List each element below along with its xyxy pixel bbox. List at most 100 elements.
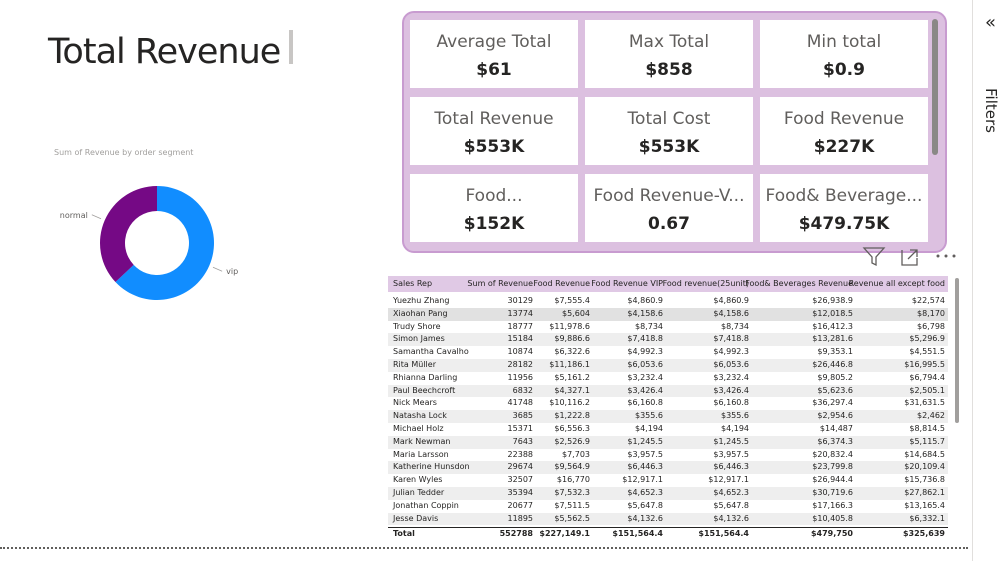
kpi-value: $553K [638, 137, 700, 157]
table-cell: $4,652.3 [713, 488, 749, 497]
collapse-icon[interactable]: « [985, 12, 997, 33]
table-cell: Rita Müller [393, 360, 436, 369]
table-cell: $6,053.6 [713, 360, 749, 369]
table-cell: $4,158.6 [627, 308, 663, 318]
table-cell: Paul Beechcroft [393, 385, 456, 395]
table-cell: $2,505.1 [909, 385, 945, 395]
scrollbar[interactable] [955, 278, 959, 423]
table-cell: $7,555.4 [554, 296, 590, 305]
table-cell: $4,132.6 [627, 513, 663, 523]
table-row: Xiaohan Pang 13774 $5,604 $4,158.6 $4,158.6 $… [388, 307, 948, 321]
table-cell: 3685 [512, 411, 533, 421]
table-row: Julian Tedder 35394 $7,532.3 $4,652.3 $4,652… [388, 487, 948, 500]
filter-icon[interactable] [862, 247, 886, 267]
table-cell: $11,978.6 [549, 321, 590, 331]
kpi-value: $479.75K [798, 214, 890, 234]
table-cell: 30129 [507, 296, 533, 305]
table-cell: $6,794.4 [909, 372, 945, 382]
table-row: Maria Larsson 22388 $7,703 $3,957.5 $3,957.5… [388, 448, 948, 462]
table-cell: $355.6 [721, 411, 749, 421]
kpi-label: Food... [465, 186, 523, 206]
table-cell: $12,917.1 [708, 475, 749, 485]
scrollbar[interactable] [932, 19, 938, 155]
kpi-label: Food& Beverage... [765, 186, 923, 206]
focus-icon[interactable] [901, 249, 918, 266]
table-cell: $14,684.5 [904, 449, 945, 459]
table-cell: $151,564.4 [612, 529, 663, 539]
kpi-value: $61 [476, 60, 512, 80]
table-cell: $8,734 [721, 321, 749, 331]
table-row: Trudy Shore 18777 $11,978.6 $8,734 $8,734 $16… [388, 320, 948, 334]
table-cell: $8,814.5 [909, 424, 945, 433]
table-cell: 29674 [507, 462, 533, 472]
table-cell: $3,957.5 [713, 449, 749, 459]
table-cell: $20,832.4 [812, 449, 853, 459]
table-cell: $5,161.2 [554, 372, 590, 382]
table-cell: $13,281.6 [812, 334, 853, 344]
table-cell: $3,957.5 [627, 449, 663, 459]
table-cell: $4,327.1 [554, 385, 590, 395]
table-cell: $1,245.5 [627, 436, 663, 446]
table-cell: Simon James [393, 334, 445, 344]
kpi-card: Min total $0.9 [760, 20, 928, 88]
table-cell: $36,297.4 [812, 398, 853, 408]
table-cell: Sales Rep [393, 279, 433, 288]
kpi-value: 0.67 [648, 214, 690, 234]
table-cell: $7,418.8 [713, 334, 749, 344]
table-cell: $5,604 [562, 308, 590, 318]
table-cell: $5,562.5 [554, 513, 590, 523]
table-cell: $22,574 [911, 296, 945, 305]
table-cell: $5,623.6 [817, 385, 853, 395]
table-cell: $4,194 [635, 424, 663, 433]
table-cell: Food& Beverages Revenue [745, 279, 853, 288]
category-label: normal [60, 211, 88, 220]
kpi-value: $553K [463, 137, 525, 157]
table-cell: $20,109.4 [904, 462, 945, 472]
table-cell: $5,647.8 [713, 500, 749, 510]
more-options[interactable] [936, 254, 956, 258]
table-cell: $355.6 [635, 411, 663, 421]
table-cell: $4,158.6 [713, 308, 749, 318]
table-cell: $26,938.9 [812, 296, 853, 305]
table-row: Mark Newman 7643 $2,526.9 $1,245.5 $1,245.5 $… [388, 435, 948, 449]
table-cell: $9,564.9 [554, 462, 590, 472]
table-cell: $3,426.4 [713, 385, 749, 395]
table-cell: $12,917.1 [622, 475, 663, 485]
table-cell: $9,886.6 [554, 334, 590, 344]
table-cell: $479,750 [810, 529, 853, 539]
filters-pane-title[interactable]: Filters [982, 88, 999, 133]
table-cell: $6,798 [917, 321, 945, 331]
table-cell: $26,446.8 [812, 360, 853, 369]
table-cell: Total [393, 529, 415, 539]
table-cell: $9,353.1 [817, 347, 853, 357]
leader-line [91, 214, 102, 220]
kpi-label: Total Cost [627, 109, 711, 129]
table-cell: $6,322.6 [554, 347, 590, 357]
table-cell: $3,232.4 [627, 372, 663, 382]
category-label: vip [226, 267, 238, 276]
table-cell: 15184 [507, 334, 533, 344]
table-cell: 13774 [507, 308, 533, 318]
table-cell: $2,462 [917, 411, 945, 421]
kpi-card: Food Revenue $227K [760, 97, 928, 165]
table-cell: Revenue all except food [848, 279, 945, 288]
table-cell: 18777 [507, 321, 533, 331]
table-cell: $31,631.5 [904, 398, 945, 408]
table-row: Samantha Cavalho 10874 $6,322.6 $4,992.3 $4,… [388, 346, 948, 359]
table-cell: $26,944.4 [812, 475, 853, 485]
table-cell: Samantha Cavalho [393, 347, 469, 357]
table-cell: Katherine Hunsdon [393, 462, 470, 472]
donut-chart: Sum of Revenue by order segment vip norma… [54, 148, 238, 300]
table-cell: $10,405.8 [812, 513, 853, 523]
table-cell: $4,132.6 [713, 513, 749, 523]
table-total: Total 552788 $227,149.1 $151,564.4 $151,564.… [388, 527, 948, 541]
kpi-card: Food Revenue-V... 0.67 [585, 174, 753, 242]
table-cell: $6,160.8 [713, 398, 749, 408]
table-cell: $9,805.2 [817, 372, 853, 382]
table-cell: Food Revenue [533, 279, 590, 288]
table-cell: $15,736.8 [904, 475, 945, 485]
table-row: Yuezhu Zhang 30129 $7,555.4 $4,860.9 $4,860.… [388, 295, 948, 308]
table-row: Simon James 15184 $9,886.6 $7,418.8 $7,418.8… [388, 333, 948, 347]
table-row: Natasha Lock 3685 $1,222.8 $355.6 $355.6 $2,9… [388, 410, 948, 423]
kpi-label: Total Revenue [434, 109, 554, 129]
